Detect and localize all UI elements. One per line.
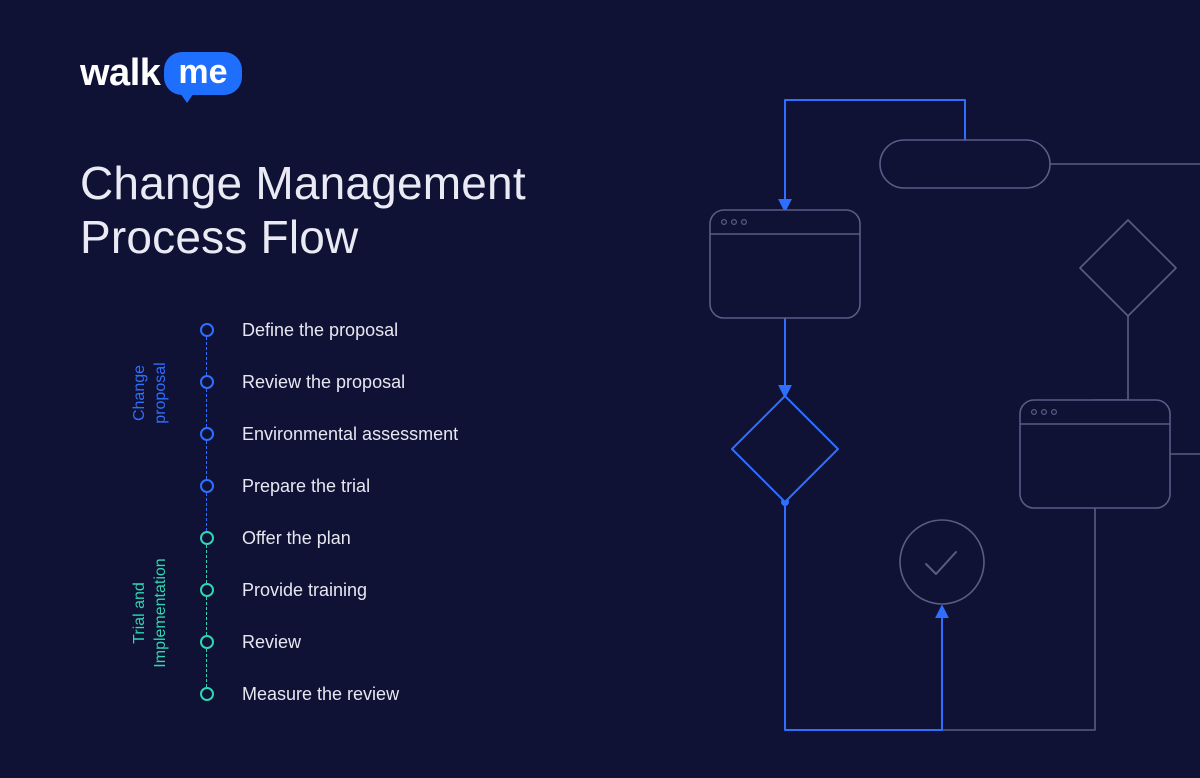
step-connector: [206, 649, 207, 687]
step-row: Define the proposal: [200, 304, 458, 356]
step-dot-icon: [200, 479, 214, 493]
step-connector: [206, 545, 207, 583]
step-dot-icon: [200, 323, 214, 337]
step-dot-icon: [200, 375, 214, 389]
step-dot-icon: [200, 531, 214, 545]
step-connector: [206, 389, 207, 427]
flow-node-check: [900, 520, 984, 604]
step-connector: [206, 493, 207, 531]
step-row: Offer the plan: [200, 512, 458, 564]
flow-edge: [785, 100, 965, 210]
step-row: Environmental assessment: [200, 408, 458, 460]
flow-node-stadium: [880, 140, 1050, 188]
step-label: Offer the plan: [242, 528, 351, 549]
logo-me-bubble: me: [164, 52, 241, 95]
step-dot-icon: [200, 583, 214, 597]
step-row: Review the proposal: [200, 356, 458, 408]
step-label: Review the proposal: [242, 372, 405, 393]
flow-node-diamond: [1080, 220, 1176, 316]
step-list: Define the proposal Review the proposal En…: [200, 304, 458, 720]
step-label: Review: [242, 632, 301, 653]
flow-edge: [1095, 316, 1128, 400]
step-label: Prepare the trial: [242, 476, 370, 497]
step-dot-icon: [200, 687, 214, 701]
step-row: Measure the review: [200, 668, 458, 720]
step-dot-icon: [200, 427, 214, 441]
step-connector: [206, 337, 207, 375]
logo: walk me: [80, 52, 242, 95]
flow-node-diamond: [732, 396, 838, 502]
group-label: Change proposal: [130, 308, 172, 478]
flow-diagram: [650, 120, 1200, 760]
step-dot-icon: [200, 635, 214, 649]
step-label: Measure the review: [242, 684, 399, 705]
step-label: Define the proposal: [242, 320, 398, 341]
step-connector: [206, 597, 207, 635]
logo-walk-text: walk: [80, 52, 160, 95]
page-title: Change Management Process Flow: [80, 156, 526, 265]
step-connector: [206, 441, 207, 479]
flow-node-window: [710, 210, 860, 318]
group-label: Trial and Implementation: [130, 513, 172, 713]
step-label: Provide training: [242, 580, 367, 601]
step-label: Environmental assessment: [242, 424, 458, 445]
step-row: Provide training: [200, 564, 458, 616]
flow-node-window: [1020, 400, 1170, 508]
step-row: Prepare the trial: [200, 460, 458, 512]
step-row: Review: [200, 616, 458, 668]
